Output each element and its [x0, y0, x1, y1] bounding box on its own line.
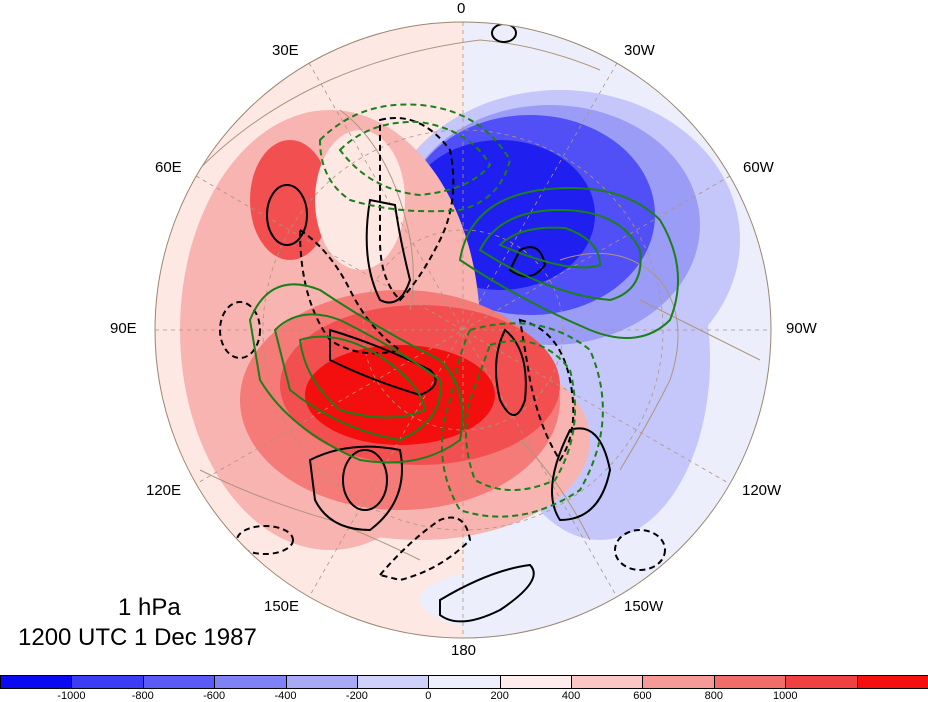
lon-label-150w: 150W	[624, 598, 664, 615]
colorbar-cell	[642, 675, 715, 689]
colorbar-cell	[285, 675, 358, 689]
colorbar-cell	[785, 675, 858, 689]
colorbar-tick-label: 600	[633, 690, 652, 702]
colorbar-cell	[428, 675, 501, 689]
colorbar-tick-label: -800	[131, 690, 154, 702]
colorbar-tick-label: -1000	[57, 690, 86, 702]
title-datetime: 1200 UTC 1 Dec 1987	[18, 624, 257, 651]
colorbar-tick-label: -600	[203, 690, 226, 702]
coastlines	[179, 39, 761, 561]
graticule	[155, 22, 771, 638]
colorbar-tick-label: 800	[704, 690, 724, 702]
colorbar-cell	[356, 675, 430, 689]
title-level: 1 hPa	[118, 594, 181, 621]
colorbar-cell	[214, 675, 287, 689]
black-contours	[266, 23, 612, 623]
colorbar-cell	[142, 675, 216, 689]
lon-label-30w: 30W	[624, 42, 655, 59]
green-dashed-contours	[318, 103, 604, 518]
colorbar-cell	[713, 675, 787, 689]
colorbar-cell	[0, 675, 73, 689]
green-contours	[248, 187, 679, 464]
neutral-gap	[315, 130, 405, 270]
lon-label-60w: 60W	[743, 159, 774, 176]
lon-label-30e: 30E	[272, 42, 299, 59]
lon-label-120w: 120W	[742, 482, 782, 499]
lon-label-60e: 60E	[155, 159, 182, 176]
blue-patch-150w	[420, 570, 580, 630]
black-dashed-contours	[219, 117, 666, 582]
lon-label-0: 0	[457, 0, 466, 17]
colorbar-tick-label: -200	[345, 690, 368, 702]
lon-label-120e: 120E	[146, 482, 182, 499]
lon-label-90e: 90E	[110, 320, 137, 337]
map-boundary	[154, 21, 772, 639]
lon-label-150e: 150E	[264, 598, 300, 615]
colorbar-tick-label: 1000	[772, 690, 798, 702]
colorbar-tick-label: 200	[490, 690, 509, 702]
polar-stereographic-map	[154, 21, 772, 639]
colorbar-cell	[856, 675, 928, 689]
colorbar-tick-label: 400	[561, 690, 581, 702]
colorbar-cell	[499, 675, 573, 689]
lon-label-180: 180	[451, 642, 477, 659]
colorbar-tick-label: -400	[274, 690, 297, 702]
colorbar	[0, 675, 928, 689]
lon-label-90w: 90W	[786, 320, 817, 337]
colorbar-cell	[71, 675, 144, 689]
colorbar-cell	[571, 675, 644, 689]
colorbar-tick-label: 0	[425, 690, 432, 702]
